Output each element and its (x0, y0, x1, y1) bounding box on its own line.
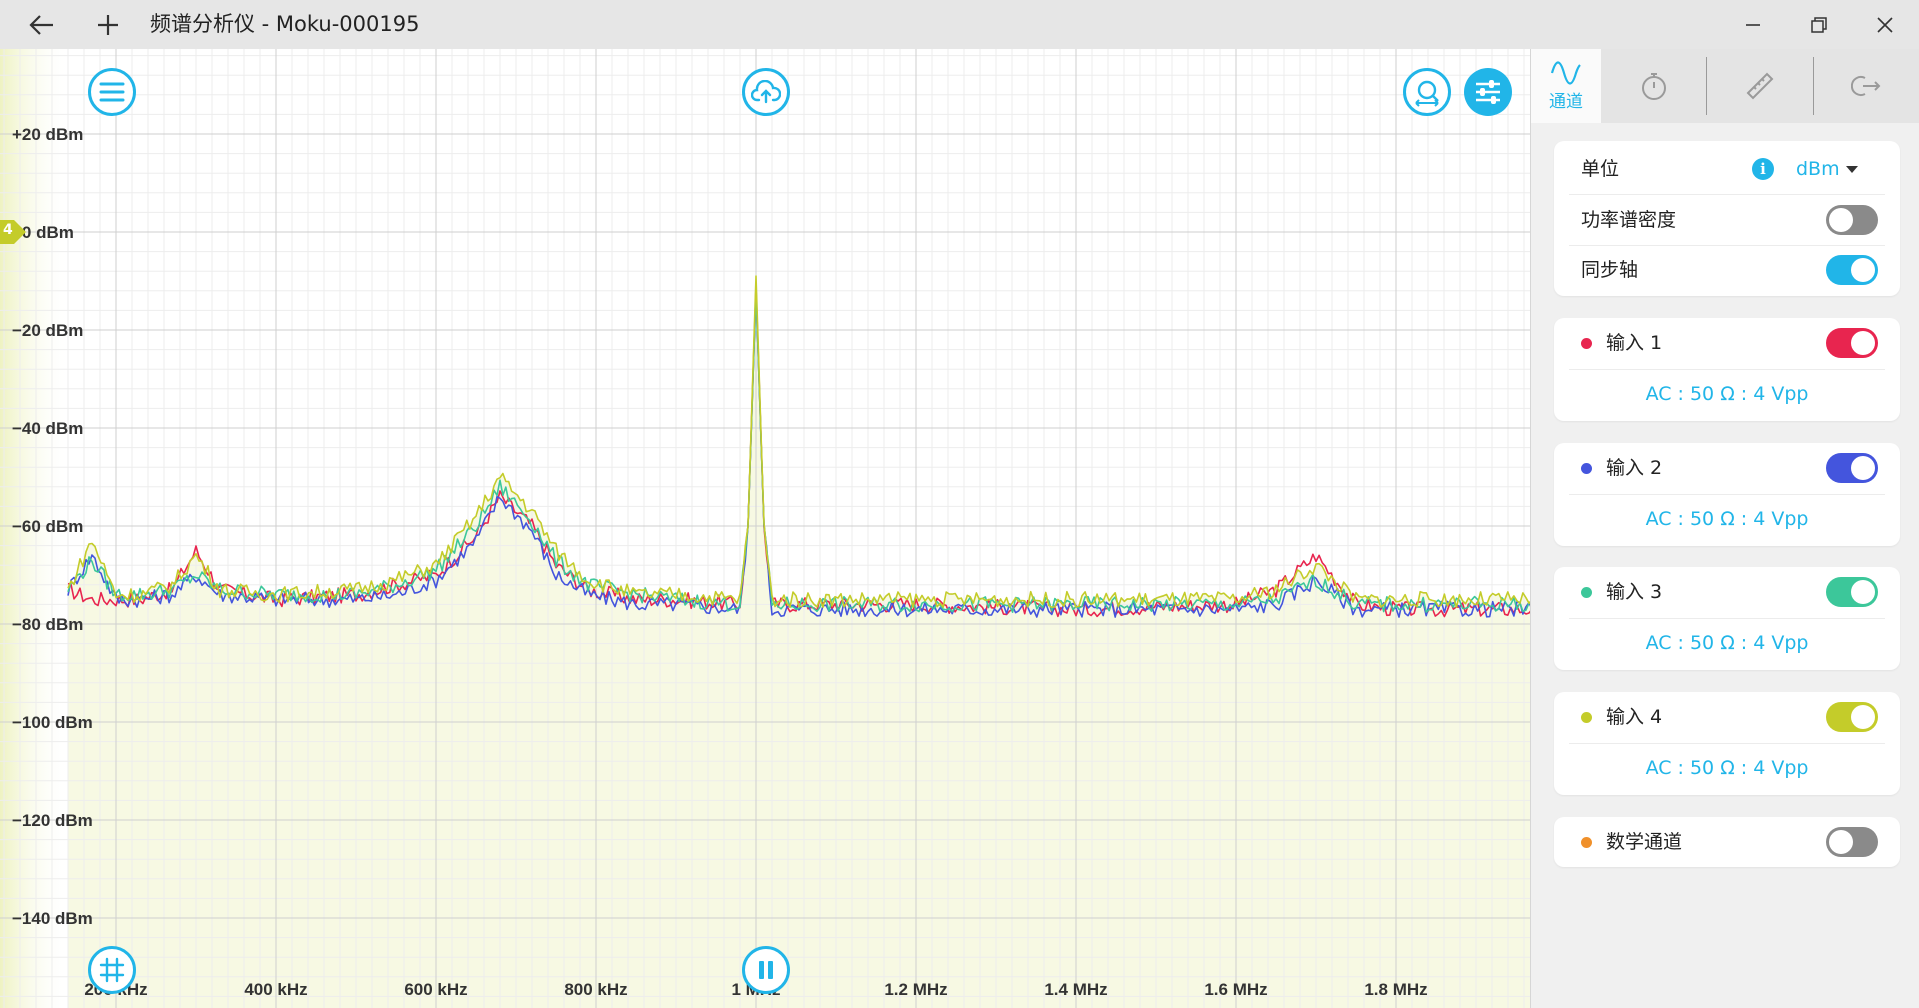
channel-card-1: 输入 1 AC : 50 Ω : 4 Vpp (1554, 318, 1900, 421)
restore-icon[interactable] (1794, 0, 1844, 49)
channel-1-color-dot (1581, 338, 1592, 349)
channel-3-coupling[interactable]: AC : 50 Ω : 4 Vpp (1645, 632, 1809, 654)
spectrum-plot[interactable]: +20 dBm +0 dBm −20 dBm −40 dBm −60 dBm −80 dB… (0, 49, 1530, 1008)
tab-divider (1706, 57, 1707, 115)
tab-export[interactable] (1814, 49, 1919, 123)
x-tick-label: 600 kHz (404, 980, 467, 999)
channel-card-3: 输入 3 AC : 50 Ω : 4 Vpp (1554, 567, 1900, 670)
tab-channels-label: 通道 (1549, 91, 1583, 112)
sync-axis-toggle[interactable] (1826, 255, 1878, 285)
channel-card-4: 输入 4 AC : 50 Ω : 4 Vpp (1554, 692, 1900, 795)
pause-button[interactable] (742, 946, 790, 994)
back-arrow-icon[interactable] (20, 0, 64, 49)
y-tick-label: −80 dBm (12, 615, 83, 634)
wave-icon (1550, 60, 1581, 85)
settings-sliders-button[interactable] (1464, 68, 1512, 116)
y-tick-label: −100 dBm (12, 713, 93, 732)
math-channel-card: 数学通道 (1554, 817, 1900, 867)
display-settings-card: 单位 i dBm 功率谱密度 同步轴 (1554, 141, 1900, 296)
channel-4-coupling[interactable]: AC : 50 Ω : 4 Vpp (1645, 757, 1809, 779)
title-bar: 频谱分析仪 - Moku-000195 (0, 0, 1919, 49)
unit-dropdown-value: dBm (1796, 158, 1840, 180)
x-tick-label: 1.6 MHz (1204, 980, 1267, 999)
channel-3-color-dot (1581, 587, 1592, 598)
x-tick-label: 1.2 MHz (884, 980, 947, 999)
x-tick-label: 800 kHz (564, 980, 627, 999)
trace-input-4 (67, 275, 1530, 608)
sync-axis-label: 同步轴 (1581, 259, 1639, 281)
y-tick-label: +0 dBm (12, 223, 74, 242)
psd-row: 功率谱密度 (1554, 195, 1900, 245)
grid-toggle-button[interactable] (88, 946, 136, 994)
ruler-icon (1746, 72, 1774, 100)
channel-3-toggle[interactable] (1826, 577, 1878, 607)
channel-4-marker[interactable]: 4 (0, 220, 26, 244)
divider (1569, 743, 1885, 744)
math-channel-toggle[interactable] (1826, 827, 1878, 857)
tab-timer[interactable] (1602, 49, 1706, 123)
psd-toggle[interactable] (1826, 205, 1878, 235)
channel-card-2: 输入 2 AC : 50 Ω : 4 Vpp (1554, 443, 1900, 546)
channel-1-toggle[interactable] (1826, 328, 1878, 358)
math-channel-label: 数学通道 (1606, 831, 1683, 853)
stopwatch-icon (1642, 73, 1666, 100)
x-tick-label: 1.8 MHz (1364, 980, 1427, 999)
math-channel-color-dot (1581, 837, 1592, 848)
divider (1569, 618, 1885, 619)
channel-4-marker-label: 4 (3, 222, 13, 238)
channel-2-label: 输入 2 (1606, 457, 1663, 479)
trace-input-3 (67, 290, 1530, 613)
y-tick-label: +20 dBm (12, 125, 83, 144)
info-icon[interactable]: i (1752, 158, 1774, 180)
divider (1569, 494, 1885, 495)
y-tick-label: −20 dBm (12, 321, 83, 340)
channel-4-toggle[interactable] (1826, 702, 1878, 732)
channel-2-coupling[interactable]: AC : 50 Ω : 4 Vpp (1645, 508, 1809, 530)
y-tick-label: −140 dBm (12, 909, 93, 928)
divider (1569, 194, 1885, 195)
minimize-icon[interactable] (1728, 0, 1778, 49)
plus-icon[interactable] (86, 0, 130, 49)
channel-2-color-dot (1581, 463, 1592, 474)
divider (1569, 245, 1885, 246)
tab-measure[interactable] (1707, 49, 1813, 123)
trace-fill-4 (68, 276, 1530, 1008)
channel-4-label: 输入 4 (1606, 706, 1663, 728)
unit-row: 单位 i dBm (1554, 144, 1900, 194)
x-tick-label: 400 kHz (244, 980, 307, 999)
y-tick-label: −120 dBm (12, 811, 93, 830)
close-icon[interactable] (1860, 0, 1910, 49)
settings-panel: 通道 单位 i dBm 功率谱密度 同步轴 (1530, 49, 1919, 1008)
panel-tabs: 通道 (1531, 49, 1919, 123)
export-icon (1851, 76, 1881, 96)
y-tick-label: −40 dBm (12, 419, 83, 438)
channel-1-coupling[interactable]: AC : 50 Ω : 4 Vpp (1645, 383, 1809, 405)
trace-input-2 (67, 290, 1530, 618)
channel-3-label: 输入 3 (1606, 581, 1663, 603)
y-tick-label: −60 dBm (12, 517, 83, 536)
x-tick-label: 1.4 MHz (1044, 980, 1107, 999)
psd-label: 功率谱密度 (1581, 209, 1677, 231)
channel-2-toggle[interactable] (1826, 453, 1878, 483)
chevron-down-icon (1845, 166, 1858, 173)
tab-channels[interactable]: 通道 (1531, 49, 1601, 123)
trace-input-1 (67, 285, 1530, 618)
unit-label: 单位 (1581, 158, 1620, 180)
unit-dropdown[interactable]: dBm (1796, 144, 1858, 194)
channel-4-color-dot (1581, 712, 1592, 723)
menu-button[interactable] (88, 68, 136, 116)
cloud-upload-button[interactable] (742, 68, 790, 116)
window-title: 频谱分析仪 - Moku-000195 (150, 12, 420, 36)
spectrum-chart[interactable]: +20 dBm +0 dBm −20 dBm −40 dBm −60 dBm −80 dB… (0, 49, 1530, 1008)
autoscale-search-button[interactable] (1403, 68, 1451, 116)
channel-1-label: 输入 1 (1606, 332, 1663, 354)
sync-axis-row: 同步轴 (1554, 245, 1900, 295)
divider (1569, 369, 1885, 370)
tab-divider (1813, 57, 1814, 115)
